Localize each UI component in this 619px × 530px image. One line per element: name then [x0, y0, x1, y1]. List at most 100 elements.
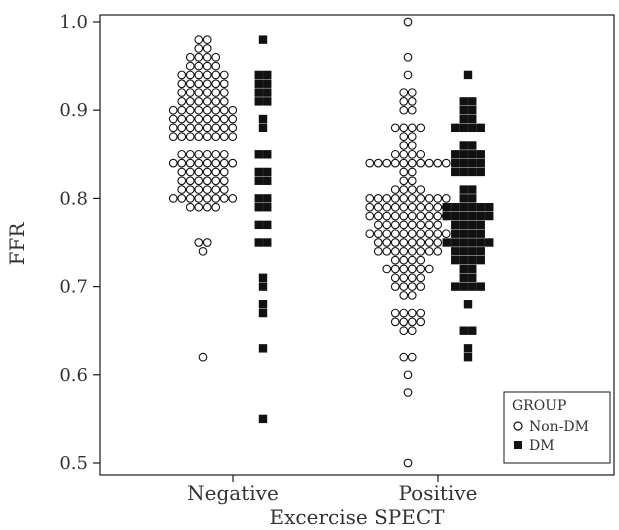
- non-dm-point: [407, 211, 417, 221]
- non-dm-point: [194, 114, 204, 124]
- non-dm-point: [219, 194, 229, 203]
- non-dm-point: [185, 185, 195, 194]
- non-dm-point: [168, 132, 178, 142]
- non-dm-point: [399, 352, 409, 362]
- non-dm-point: [219, 97, 229, 106]
- dm-point: [485, 238, 494, 247]
- dm-point: [476, 255, 485, 265]
- non-dm-point: [382, 264, 392, 274]
- dm-point: [459, 255, 468, 265]
- non-dm-point: [399, 132, 409, 142]
- non-dm-point: [219, 88, 229, 97]
- non-dm-point: [382, 211, 392, 221]
- non-dm-point: [185, 176, 195, 186]
- non-dm-point: [416, 220, 426, 230]
- non-dm-point: [416, 317, 426, 327]
- non-dm-point: [365, 194, 375, 203]
- non-dm-point: [403, 458, 413, 468]
- dm-point: [468, 255, 477, 265]
- non-dm-point: [407, 194, 417, 203]
- non-dm-point: [433, 246, 443, 256]
- dm-point: [459, 247, 468, 256]
- non-dm-point: [219, 185, 229, 194]
- non-dm-point: [365, 229, 375, 239]
- non-dm-point: [211, 167, 221, 177]
- non-dm-point: [390, 220, 400, 230]
- non-dm-point: [198, 352, 208, 362]
- non-dm-point: [399, 229, 409, 239]
- non-dm-point: [202, 176, 212, 186]
- non-dm-point: [407, 317, 417, 327]
- non-dm-point: [185, 79, 195, 89]
- non-dm-point: [168, 105, 178, 115]
- dm-point: [451, 255, 460, 265]
- non-dm-point: [177, 79, 187, 89]
- non-dm-point: [399, 97, 409, 106]
- non-dm-point: [198, 246, 208, 256]
- dm-point: [263, 70, 272, 80]
- x-category-label: Negative: [187, 481, 279, 505]
- legend-non-dm-label: Non-DM: [529, 419, 589, 435]
- non-dm-point: [399, 220, 409, 230]
- non-dm-point: [194, 97, 204, 106]
- x-axis-title: Excercise SPECT: [270, 505, 446, 529]
- non-dm-point: [407, 238, 417, 247]
- non-dm-point: [168, 114, 178, 124]
- non-dm-point: [202, 194, 212, 203]
- non-dm-point: [177, 105, 187, 115]
- dm-point: [476, 247, 485, 256]
- dm-point: [442, 238, 451, 247]
- non-dm-point: [202, 149, 212, 159]
- legend-title: GROUP: [512, 398, 566, 414]
- dm-point: [258, 35, 268, 44]
- non-dm-point: [399, 123, 409, 133]
- non-dm-point: [407, 282, 417, 291]
- dm-point: [468, 158, 477, 168]
- non-dm-point: [399, 141, 409, 150]
- dm-point: [476, 158, 485, 168]
- data-marks: [168, 17, 494, 468]
- non-dm-point: [202, 61, 212, 71]
- non-dm-point: [416, 282, 426, 291]
- dm-point: [258, 300, 268, 309]
- non-dm-point: [202, 158, 212, 168]
- dm-point: [258, 114, 268, 124]
- non-dm-point: [416, 158, 426, 168]
- non-dm-point: [424, 246, 434, 256]
- dm-point: [463, 352, 473, 362]
- non-dm-point: [407, 308, 417, 318]
- non-dm-point: [194, 238, 204, 247]
- non-dm-point: [399, 88, 409, 97]
- non-dm-point: [202, 97, 212, 106]
- dm-point: [459, 158, 468, 168]
- dm-point: [468, 194, 477, 203]
- non-dm-point: [382, 194, 392, 203]
- non-dm-point: [228, 105, 238, 115]
- dm-point: [459, 185, 468, 194]
- non-dm-point: [424, 202, 434, 212]
- non-dm-point: [399, 264, 409, 274]
- dm-point: [459, 123, 468, 133]
- y-axis-title: FFR: [5, 222, 29, 266]
- non-dm-point: [416, 238, 426, 247]
- non-dm-point: [185, 132, 195, 142]
- non-dm-point: [202, 88, 212, 97]
- dm-point: [254, 203, 263, 212]
- dm-point: [468, 211, 477, 221]
- dm-point: [476, 220, 485, 230]
- non-dm-point: [399, 317, 409, 327]
- non-dm-point: [390, 282, 400, 291]
- non-dm-point: [177, 70, 187, 80]
- dm-point: [476, 282, 485, 291]
- non-dm-point: [390, 264, 400, 274]
- non-dm-point: [194, 61, 204, 71]
- dm-point: [485, 203, 494, 212]
- non-dm-point: [202, 238, 212, 247]
- x-category-label: Positive: [399, 481, 478, 505]
- non-dm-point: [185, 114, 195, 124]
- non-dm-point: [433, 158, 443, 168]
- non-dm-point: [194, 52, 204, 62]
- dm-point: [459, 282, 468, 291]
- non-dm-point: [168, 123, 178, 133]
- dm-point: [476, 123, 485, 133]
